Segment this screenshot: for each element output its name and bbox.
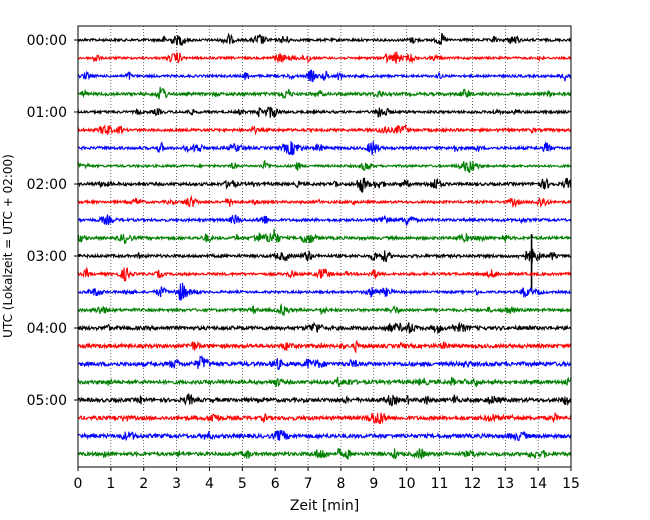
trace-line bbox=[77, 228, 572, 245]
x-tick-label: 0 bbox=[74, 476, 83, 492]
y-tick-label: 03:00 bbox=[27, 249, 67, 265]
trace-line bbox=[77, 376, 572, 388]
trace-line bbox=[77, 159, 572, 173]
x-tick-label: 9 bbox=[369, 476, 378, 492]
x-tick-label: 7 bbox=[304, 476, 313, 492]
trace-line bbox=[77, 106, 572, 118]
x-tick-label: 15 bbox=[562, 476, 580, 492]
trace-line bbox=[77, 213, 572, 227]
y-tick-label: 05:00 bbox=[27, 393, 67, 409]
y-axis: 00:00 01:00 02:00 03:00 04:00 05:00 bbox=[27, 33, 78, 409]
x-axis-title: Zeit [min] bbox=[290, 498, 359, 514]
trace-line bbox=[77, 321, 572, 335]
y-axis-title: UTC (Lokalzeit = UTC + 02:00) bbox=[1, 154, 15, 338]
y-tick-label: 04:00 bbox=[27, 321, 67, 337]
trace-line bbox=[77, 412, 572, 425]
x-tick-label: 12 bbox=[463, 476, 481, 492]
trace-line bbox=[77, 339, 572, 354]
trace-line bbox=[77, 141, 572, 156]
y-tick-label: 01:00 bbox=[27, 105, 67, 121]
trace-group bbox=[77, 32, 572, 460]
trace-line bbox=[77, 68, 572, 83]
trace-line bbox=[77, 51, 572, 65]
trace-line bbox=[77, 302, 572, 316]
trace-line bbox=[77, 123, 572, 136]
x-tick-label: 4 bbox=[205, 476, 214, 492]
trace-line bbox=[77, 177, 572, 193]
trace-line bbox=[77, 86, 572, 100]
trace-line bbox=[77, 430, 572, 442]
plot-background bbox=[78, 26, 571, 467]
x-axis: 0 1 2 3 4 5 6 7 8 9 10 11 12 13 14 15 bbox=[74, 467, 580, 492]
trace-line bbox=[77, 393, 572, 407]
x-tick-label: 11 bbox=[431, 476, 449, 492]
trace-line bbox=[77, 266, 572, 282]
x-tick-label: 10 bbox=[398, 476, 416, 492]
x-tick-label: 6 bbox=[271, 476, 280, 492]
x-tick-label: 8 bbox=[336, 476, 345, 492]
trace-line bbox=[77, 282, 572, 301]
trace-line bbox=[77, 195, 572, 209]
x-tick-label: 3 bbox=[172, 476, 181, 492]
plot-frame bbox=[77, 25, 572, 468]
x-tick-label: 1 bbox=[106, 476, 115, 492]
y-tick-label: 00:00 bbox=[27, 33, 67, 49]
x-tick-label: 5 bbox=[238, 476, 247, 492]
trace-line bbox=[77, 354, 572, 370]
trace-line bbox=[77, 32, 572, 46]
x-tick-label: 2 bbox=[139, 476, 148, 492]
trace-line bbox=[77, 448, 572, 460]
x-tick-label: 14 bbox=[529, 476, 547, 492]
trace-line bbox=[77, 248, 572, 264]
y-tick-label: 02:00 bbox=[27, 177, 67, 193]
x-tick-label: 13 bbox=[496, 476, 514, 492]
